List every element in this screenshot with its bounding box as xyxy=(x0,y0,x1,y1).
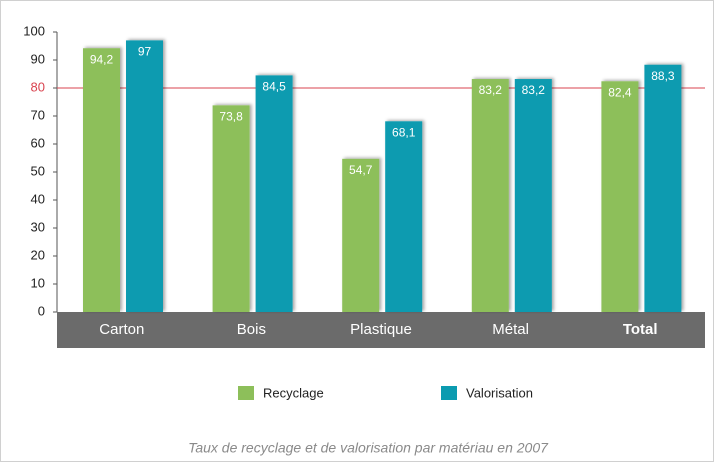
y-tick-label: 0 xyxy=(38,303,45,318)
value-label: 83,2 xyxy=(522,83,546,97)
value-label: 82,4 xyxy=(608,85,632,99)
value-label: 88,3 xyxy=(651,69,675,83)
value-label: 54,7 xyxy=(349,163,373,177)
bar xyxy=(471,79,509,312)
y-tick-label: 60 xyxy=(31,135,45,150)
y-tick-label: 40 xyxy=(31,191,45,206)
bar xyxy=(514,79,552,312)
x-tick-label: Carton xyxy=(99,321,144,338)
value-label: 73,8 xyxy=(219,110,243,124)
category-band xyxy=(57,312,705,348)
bar xyxy=(385,121,423,312)
value-label: 97 xyxy=(138,45,152,59)
x-tick-label: Bois xyxy=(237,321,266,338)
bar xyxy=(342,158,380,312)
x-tick-label: Plastique xyxy=(350,321,412,338)
y-tick-label: 10 xyxy=(31,275,45,290)
y-tick-label: 20 xyxy=(31,247,45,262)
value-label: 83,2 xyxy=(479,83,503,97)
legend-label: Recyclage xyxy=(263,385,324,400)
legend-swatch xyxy=(238,386,254,400)
y-tick-label: 100 xyxy=(23,23,45,38)
value-label: 68,1 xyxy=(392,125,416,139)
legend-swatch xyxy=(441,386,457,400)
bar xyxy=(644,64,682,312)
y-tick-label: 50 xyxy=(31,163,45,178)
bar xyxy=(212,105,250,312)
y-tick-label: 90 xyxy=(31,51,45,66)
y-tick-label: 70 xyxy=(31,107,45,122)
bar xyxy=(255,75,293,313)
bar xyxy=(83,48,120,313)
value-label: 84,5 xyxy=(262,80,286,94)
y-tick-label: 30 xyxy=(31,219,45,234)
bar xyxy=(601,81,639,312)
caption: Taux de recyclage et de valorisation par… xyxy=(188,440,549,456)
legend-label: Valorisation xyxy=(466,385,533,400)
x-tick-label: Total xyxy=(623,321,658,338)
value-label: 94,2 xyxy=(90,52,114,66)
x-tick-label: Métal xyxy=(492,321,529,338)
bar xyxy=(126,40,163,313)
y-tick-label: 80 xyxy=(31,79,45,94)
